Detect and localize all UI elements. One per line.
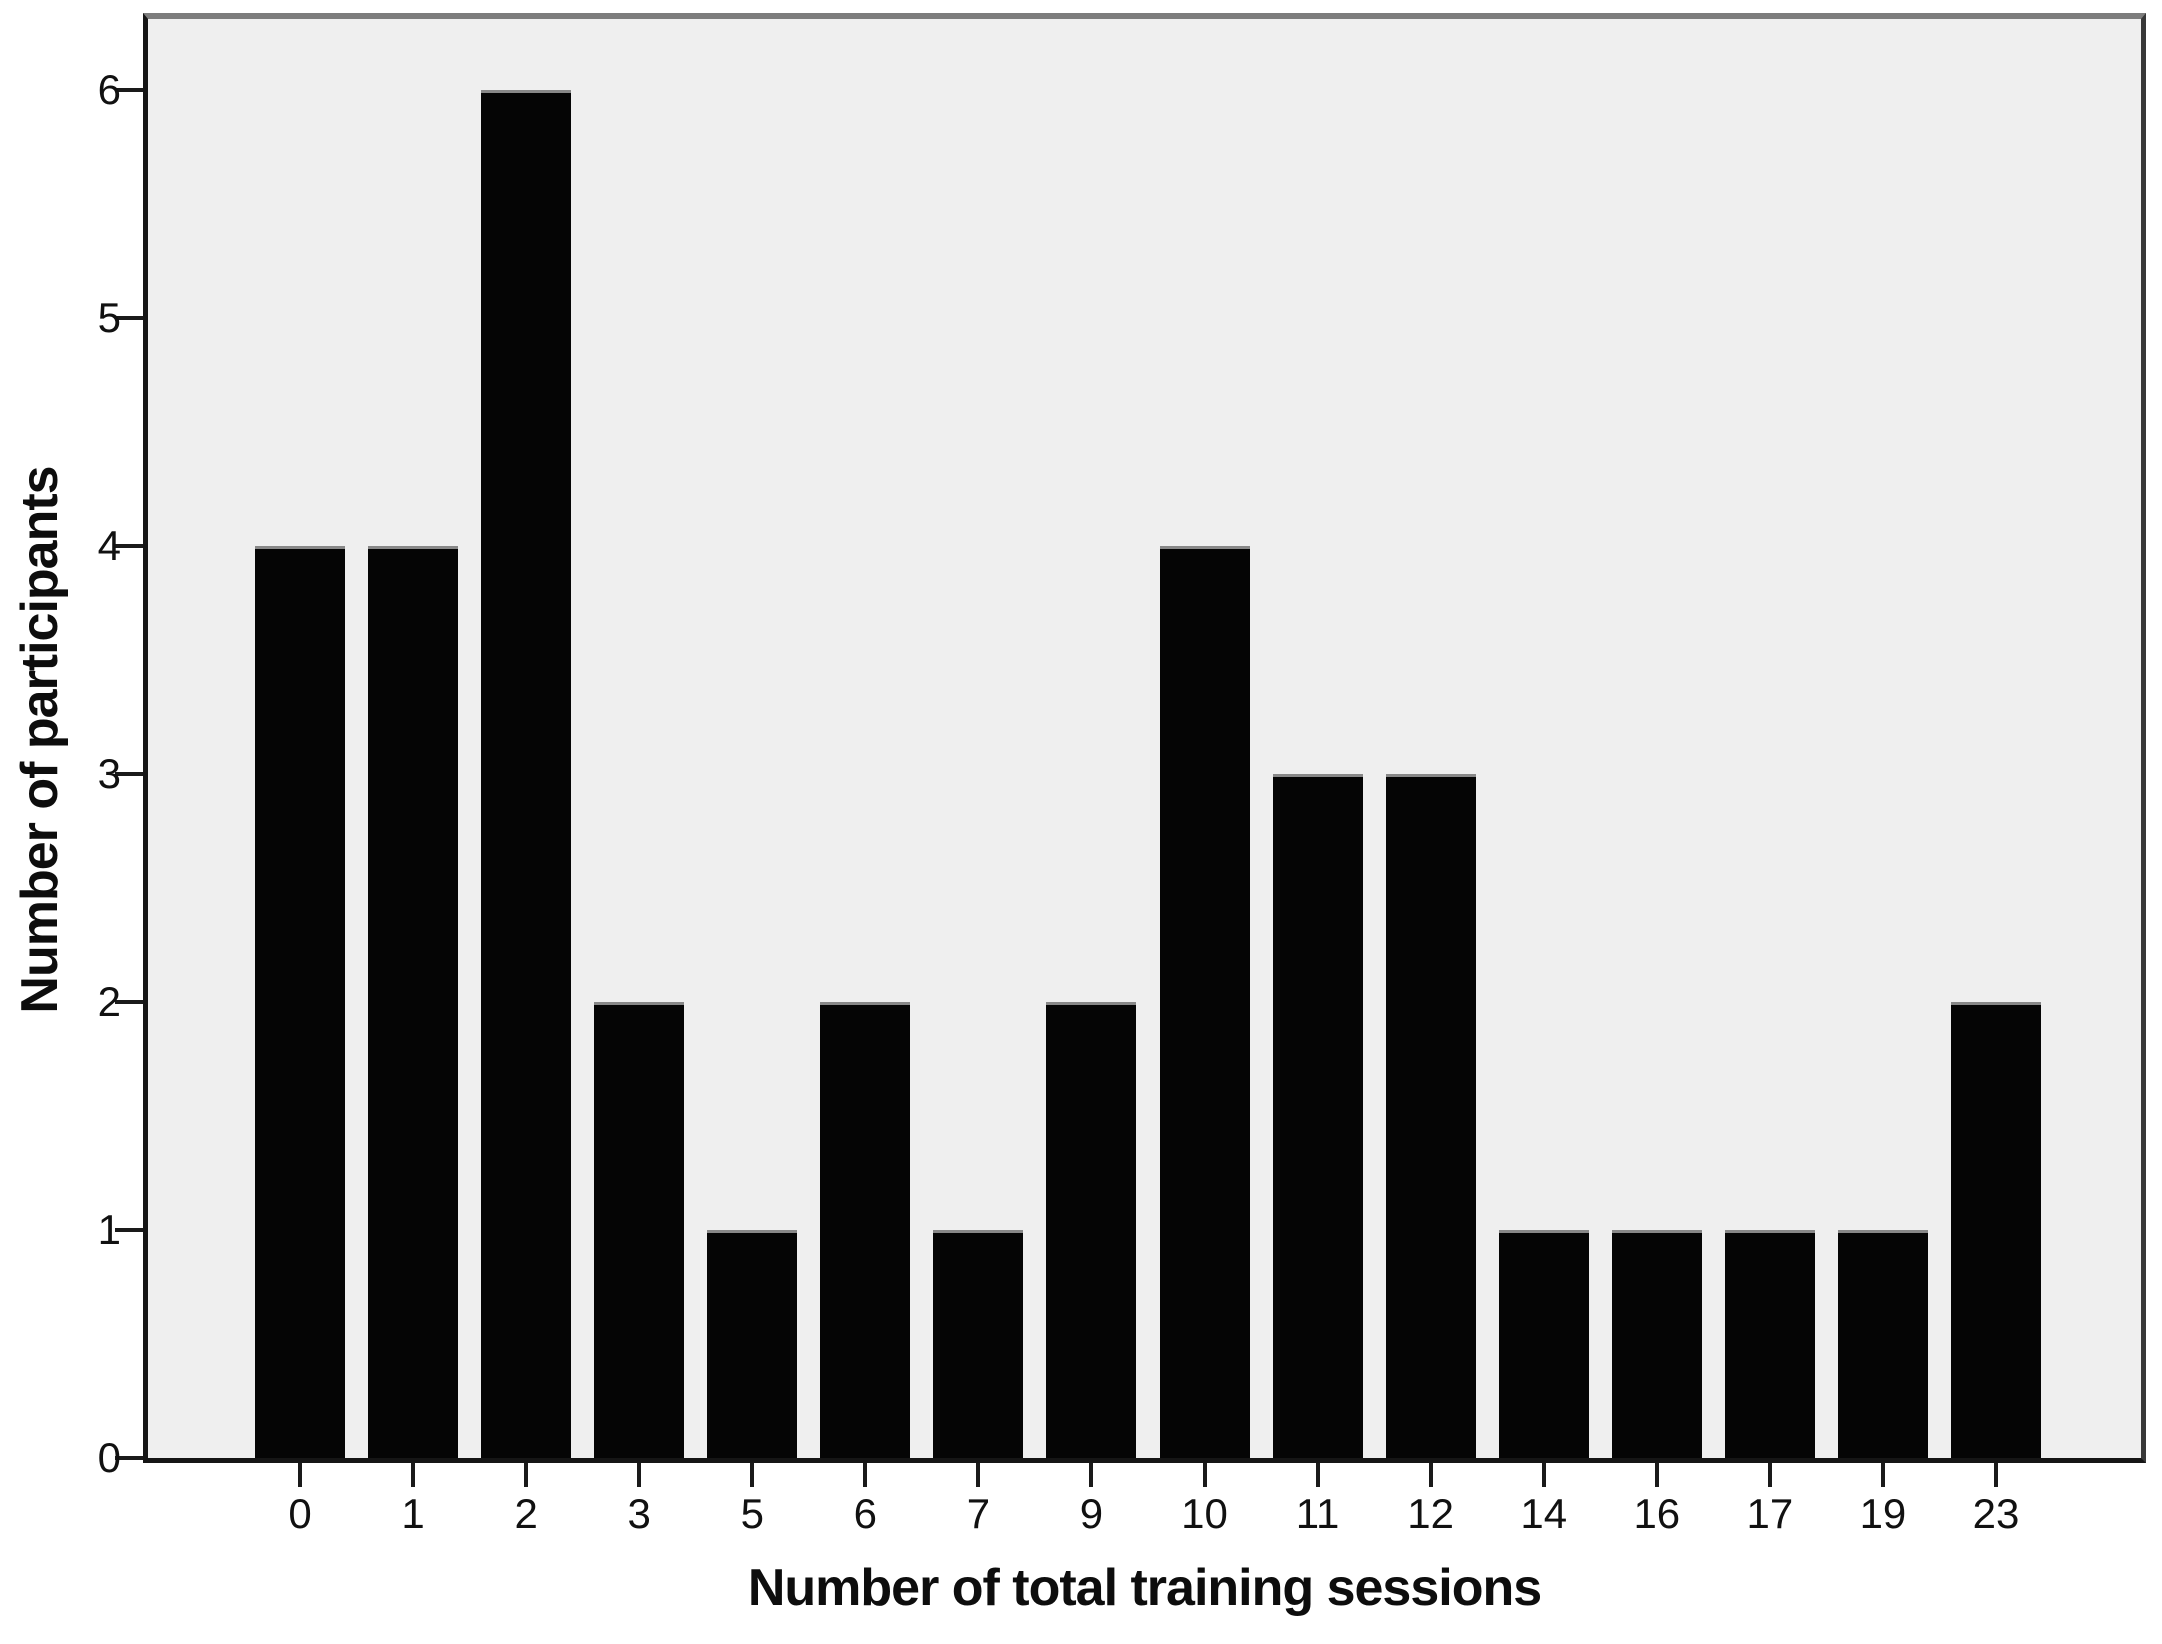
x-tick-label-6: 6 [853, 1490, 877, 1537]
x-tick-label-17: 17 [1746, 1490, 1794, 1537]
bar-12 [1385, 774, 1476, 1458]
y-tick-label-0: 0 [97, 1434, 121, 1481]
bar-19 [1837, 1230, 1928, 1458]
y-axis-tick [115, 316, 143, 320]
x-tick-label-19: 19 [1859, 1490, 1907, 1537]
bar-5 [707, 1230, 798, 1458]
x-axis-tick [1994, 1463, 1998, 1487]
x-tick-label-3: 3 [627, 1490, 651, 1537]
y-axis-tick [115, 544, 143, 548]
x-tick-label-14: 14 [1520, 1490, 1568, 1537]
bar-16 [1611, 1230, 1702, 1458]
y-tick-label-3: 3 [97, 750, 121, 797]
x-axis-tick [1767, 1463, 1772, 1487]
x-tick-label-7: 7 [966, 1490, 991, 1537]
x-tick-label-11: 11 [1295, 1490, 1340, 1537]
x-axis-tick [1315, 1463, 1320, 1487]
x-tick-label-10: 10 [1181, 1490, 1228, 1537]
x-axis-tick [1428, 1463, 1433, 1487]
bar-6 [820, 1002, 911, 1458]
x-axis-tick [1089, 1463, 1094, 1487]
x-tick-label-2: 2 [514, 1490, 538, 1537]
x-axis-tick [1541, 1463, 1546, 1487]
bar-17 [1724, 1230, 1815, 1458]
x-axis-tick [750, 1463, 755, 1487]
plot-area [143, 13, 2146, 1463]
y-axis-tick [115, 1228, 143, 1232]
x-tick-label-12: 12 [1407, 1490, 1455, 1537]
bar-23 [1951, 1002, 2041, 1458]
y-axis-title: Number of participants [11, 466, 69, 1014]
y-tick-label-5: 5 [97, 294, 121, 341]
y-tick-label-4: 4 [97, 522, 121, 569]
bar-9 [1046, 1002, 1137, 1458]
x-axis-tick [863, 1463, 868, 1487]
y-tick-label-2: 2 [97, 978, 121, 1025]
y-tick-label-6: 6 [97, 66, 121, 113]
x-tick-label-9: 9 [1079, 1490, 1104, 1537]
bar-10 [1159, 546, 1250, 1458]
x-axis-title: Number of total training sessions [747, 1559, 1542, 1617]
x-axis-tick [411, 1463, 416, 1487]
bar-3 [594, 1002, 685, 1458]
bar-14 [1498, 1230, 1589, 1458]
y-axis-tick [115, 1456, 143, 1460]
y-tick-label-1: 1 [97, 1206, 121, 1253]
y-axis-tick [115, 1000, 143, 1004]
x-tick-label-1: 1 [401, 1490, 425, 1537]
y-axis-tick [115, 88, 143, 92]
x-axis-tick [976, 1463, 981, 1487]
x-tick-label-23: 23 [1972, 1490, 2020, 1537]
x-axis-tick [1880, 1463, 1885, 1487]
x-axis-tick [637, 1463, 642, 1487]
bar-1 [368, 546, 459, 1458]
x-axis-tick [1202, 1463, 1207, 1487]
x-axis-tick [524, 1463, 529, 1487]
bar-0 [255, 546, 345, 1458]
x-tick-label-5: 5 [740, 1490, 764, 1537]
x-axis-tick [298, 1463, 302, 1487]
x-tick-label-0: 0 [288, 1490, 312, 1537]
bar-11 [1272, 774, 1363, 1458]
y-axis-tick [115, 772, 143, 776]
bar-2 [481, 90, 572, 1458]
bar-7 [933, 1230, 1024, 1458]
x-tick-label-16: 16 [1633, 1490, 1681, 1537]
x-axis-tick [1654, 1463, 1659, 1487]
